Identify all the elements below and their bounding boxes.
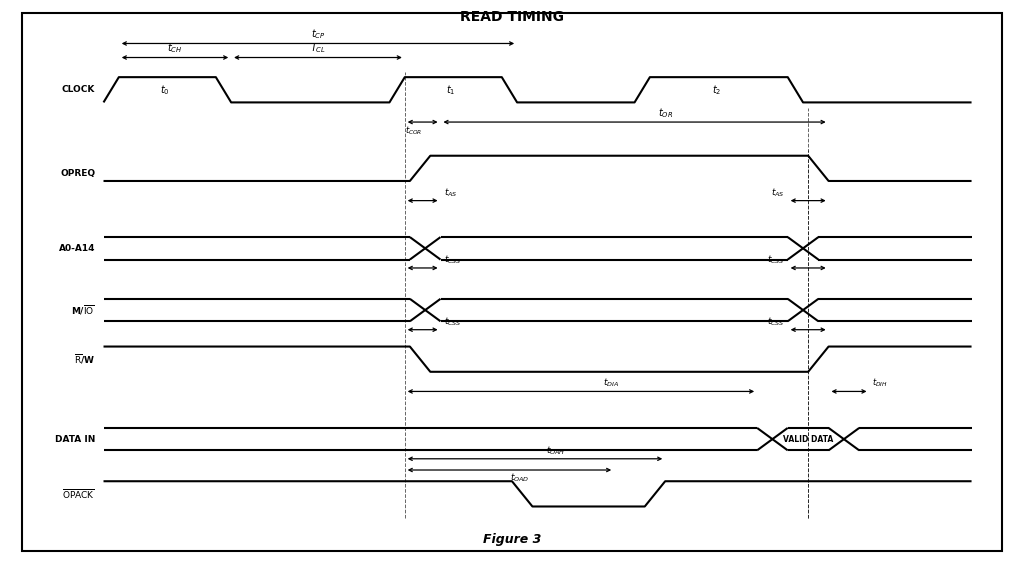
Text: A0-A14: A0-A14 xyxy=(58,244,95,253)
Text: OPREQ: OPREQ xyxy=(60,169,95,178)
Text: $t_{AS}$: $t_{AS}$ xyxy=(771,187,784,199)
Text: READ TIMING: READ TIMING xyxy=(460,10,564,24)
Text: $t_{CH}$: $t_{CH}$ xyxy=(167,42,182,55)
Text: M/$\overline{\rm IO}$: M/$\overline{\rm IO}$ xyxy=(72,303,95,316)
Text: VALID DATA: VALID DATA xyxy=(783,435,834,444)
Text: $t_0$: $t_0$ xyxy=(160,83,170,96)
Text: $t_{OAD}$: $t_{OAD}$ xyxy=(510,472,529,484)
Text: $t_{DIA}$: $t_{DIA}$ xyxy=(603,377,620,389)
Text: $t_{CSS}$: $t_{CSS}$ xyxy=(443,315,462,328)
Text: $t_{OAH}$: $t_{OAH}$ xyxy=(546,444,565,456)
Text: $t_2$: $t_2$ xyxy=(712,83,721,96)
Text: DATA IN: DATA IN xyxy=(55,435,95,444)
Text: $\overline{\rm OPACK}$: $\overline{\rm OPACK}$ xyxy=(62,487,95,501)
Text: $t_{CSS}$: $t_{CSS}$ xyxy=(443,254,462,266)
Text: Figure 3: Figure 3 xyxy=(482,533,542,546)
Text: $t_{COR}$: $t_{COR}$ xyxy=(404,125,422,138)
Text: $t_{OR}$: $t_{OR}$ xyxy=(657,106,673,120)
Text: $\overline{\rm R}$/W: $\overline{\rm R}$/W xyxy=(74,352,95,366)
Text: $t_1$: $t_1$ xyxy=(446,83,456,96)
Text: $t_{AS}$: $t_{AS}$ xyxy=(443,187,458,199)
Text: CLOCK: CLOCK xyxy=(62,85,95,94)
Text: $t_{CSS}$: $t_{CSS}$ xyxy=(767,315,784,328)
Text: $T_{CL}$: $T_{CL}$ xyxy=(310,42,326,55)
Text: $t_{CSS}$: $t_{CSS}$ xyxy=(767,254,784,266)
Text: $t_{CP}$: $t_{CP}$ xyxy=(310,28,326,41)
Text: $t_{DIH}$: $t_{DIH}$ xyxy=(872,377,888,389)
